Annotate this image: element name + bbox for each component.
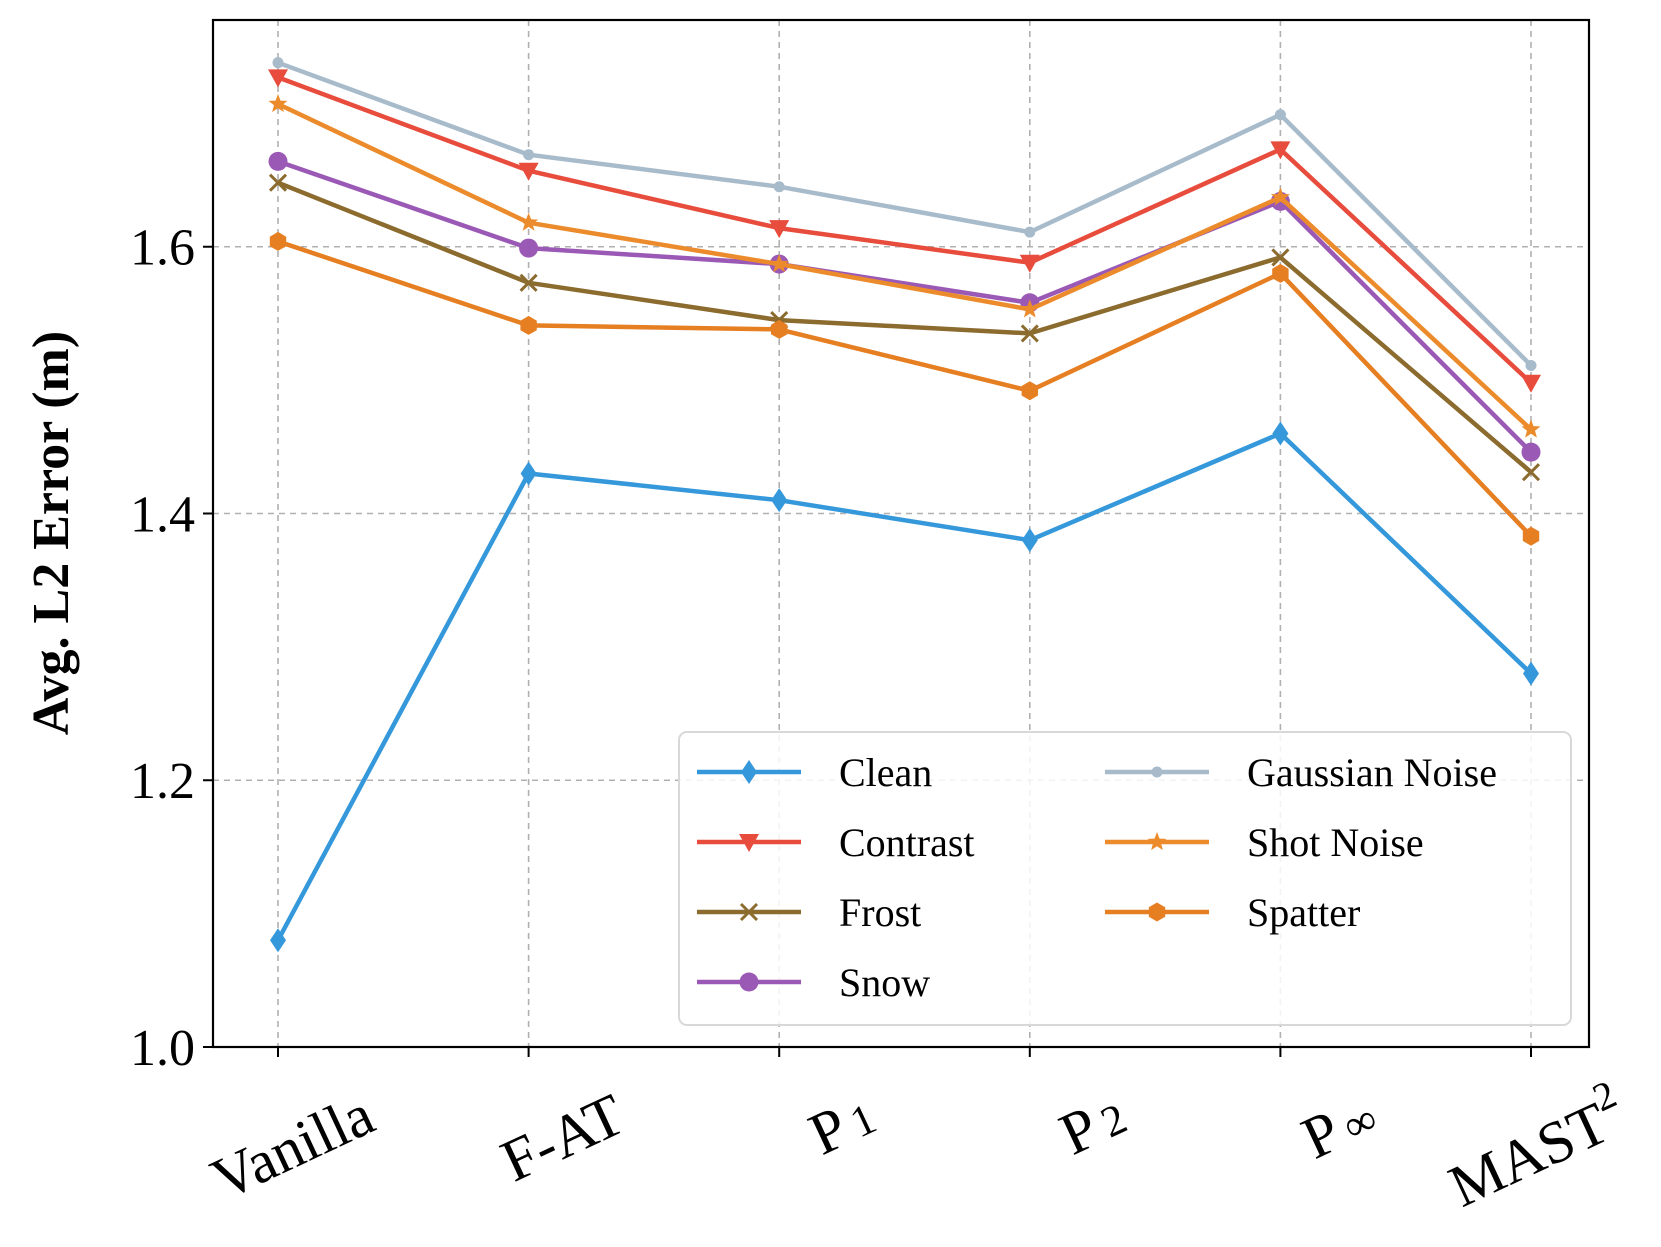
legend-label: Gaussian Noise [1247,750,1497,795]
legend-item-contrast: Contrast [697,820,975,865]
legend-item-gaussian-noise: Gaussian Noise [1105,750,1497,795]
data-point-spatter [771,319,788,339]
legend-marker [1147,832,1167,851]
legend-label: Clean [839,750,932,795]
data-point-clean [270,928,286,953]
legend-item-snow: Snow [697,960,930,1005]
legend-item-shot-noise: Shot Noise [1105,820,1424,865]
series-snow [268,151,1541,462]
data-point-spatter [1021,381,1038,401]
data-point-gaussian-noise [1274,109,1286,121]
data-point-clean [1272,421,1289,446]
series-line-clean [276,431,1533,942]
data-point-spatter [520,315,537,335]
x-tick-label-p2: P2 [1050,1081,1135,1168]
data-point-contrast [518,162,539,181]
series-layer [268,57,1541,953]
data-point-clean [771,488,788,513]
series-frost [268,173,1541,482]
data-point-spatter [269,231,287,251]
series-gaussian-noise [272,57,1537,371]
series-line-spatter [277,239,1533,538]
data-point-contrast [1521,374,1541,393]
data-point-spatter [1272,263,1289,283]
y-tick-label: 1.6 [130,220,195,277]
series-line-snow [277,159,1533,454]
data-point-clean [1523,661,1539,686]
data-point-spatter [1522,526,1540,546]
legend-label: Frost [839,890,921,935]
legend-label: Snow [839,960,930,1005]
series-line-shot-noise [277,101,1533,432]
data-point-shot-noise [519,212,539,231]
data-point-shot-noise [1020,299,1040,318]
x-tick-label-vanilla: Vanilla [202,1081,384,1213]
data-point-gaussian-noise [1525,359,1537,371]
legend-marker [1151,766,1163,778]
legend-item-clean: Clean [697,750,932,795]
data-point-shot-noise [769,254,789,273]
data-point-snow [268,151,288,171]
legend-label: Shot Noise [1247,820,1424,865]
data-point-clean [520,461,537,486]
x-axis: Vanilla F-AT P1 P2 P∞ MAST2 [202,1047,1637,1220]
data-point-frost [519,273,538,292]
data-point-contrast [769,220,790,239]
data-point-gaussian-noise [1024,226,1036,238]
data-point-gaussian-noise [773,181,785,193]
legend-marker [739,834,759,852]
data-point-gaussian-noise [272,57,284,69]
x-tick-label-p-inf: P∞ [1292,1081,1386,1172]
y-axis-label: Avg. L2 Error (m) [23,331,80,735]
series-clean [270,421,1539,953]
legend: Clean Contrast Frost Snow Gaussian Noise Shot… [678,731,1572,1026]
data-point-snow [519,238,539,258]
y-tick-label: 1.2 [130,753,195,810]
series-line-contrast [277,75,1533,385]
legend-marker [739,902,759,922]
legend-label: Contrast [839,820,975,865]
data-point-frost [1020,324,1039,343]
data-point-contrast [1270,141,1291,160]
legend-label: Spatter [1247,890,1360,935]
legend-item-spatter: Spatter [1105,890,1360,935]
series-line-frost [277,180,1533,474]
data-point-snow [1521,442,1541,462]
y-tick-label: 1.4 [130,486,195,543]
series-spatter [269,231,1540,546]
x-tick-label-p1: P1 [799,1081,884,1168]
series-line-gaussian-noise [277,60,1533,367]
data-point-contrast [268,69,288,88]
legend-box [678,731,1572,1026]
y-tick-label: 1.0 [130,1020,195,1077]
data-point-contrast [1019,254,1040,273]
series-shot-noise [268,94,1541,438]
data-point-frost [268,173,288,192]
data-point-shot-noise [1270,187,1290,206]
legend-marker [741,760,757,784]
plot-frame [211,18,1591,1049]
legend-marker [739,972,759,992]
x-tick-label-f-at: F-AT [491,1081,634,1194]
data-point-gaussian-noise [523,149,535,161]
data-point-frost [1271,248,1290,267]
data-point-shot-noise [268,94,288,113]
legend-marker [1148,902,1166,922]
series-contrast [268,69,1541,393]
x-tick-label-mast2: MAST2 [1435,1071,1637,1220]
data-point-shot-noise [1521,419,1541,438]
y-axis: 1.0 1.2 1.4 1.6 [130,220,213,1077]
data-point-frost [1521,463,1541,482]
data-point-clean [1021,528,1038,553]
legend-item-frost: Frost [697,890,921,935]
